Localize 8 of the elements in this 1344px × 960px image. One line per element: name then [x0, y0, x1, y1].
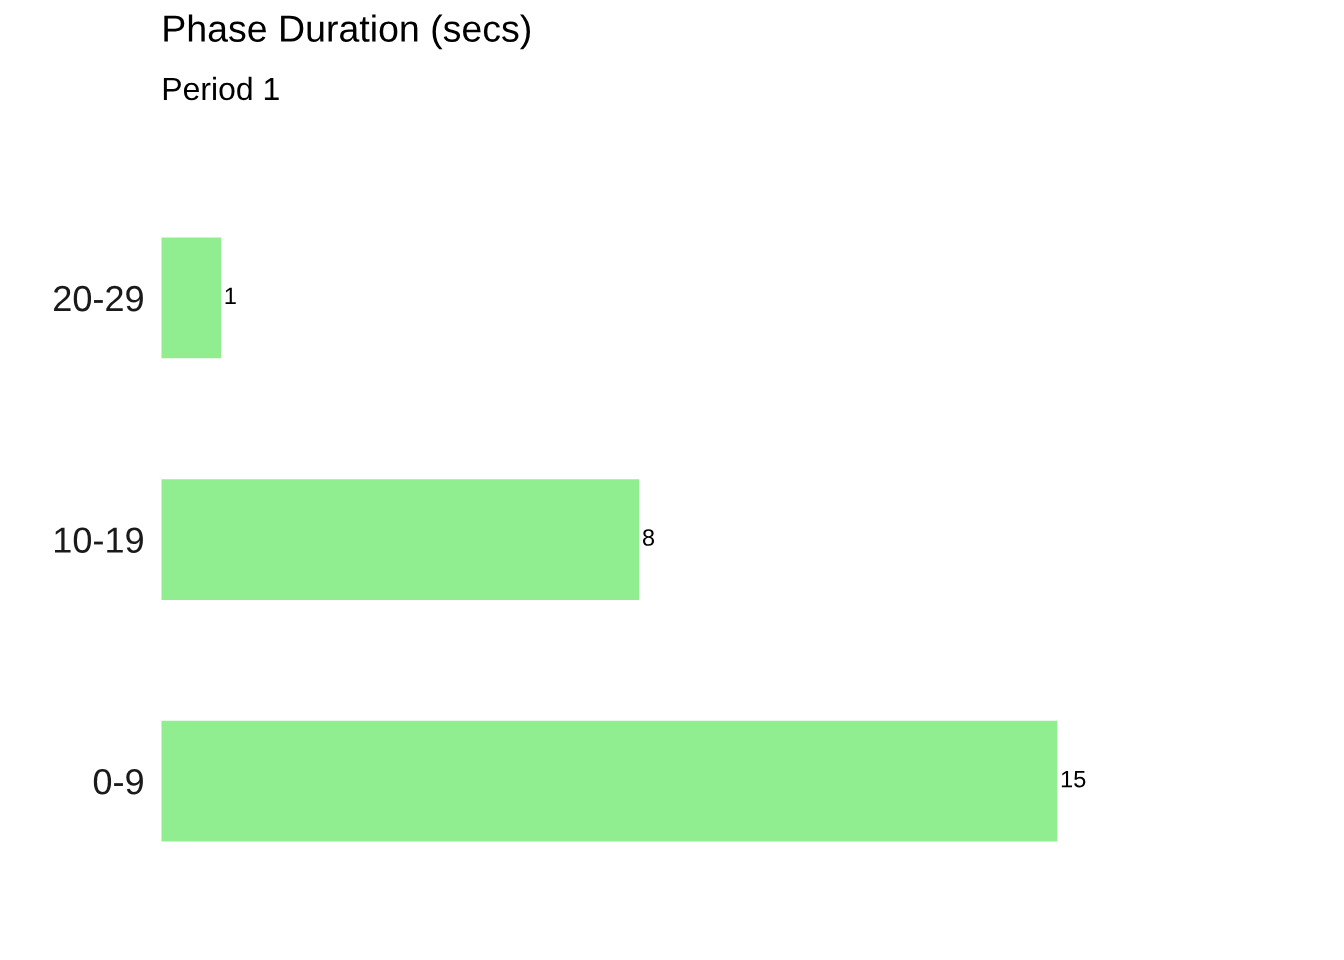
y-tick-label: 10-19	[55, 527, 143, 553]
chart-subtitle: Period 1	[163, 76, 279, 101]
data-label: 1	[225, 287, 236, 305]
y-tick-label: 20-29	[54, 285, 143, 312]
y-tick-label: 0-9	[93, 768, 143, 795]
data-label: 15	[1061, 770, 1086, 788]
data-label: 8	[642, 529, 655, 546]
chart-title: Phase Duration (secs)	[164, 14, 530, 50]
